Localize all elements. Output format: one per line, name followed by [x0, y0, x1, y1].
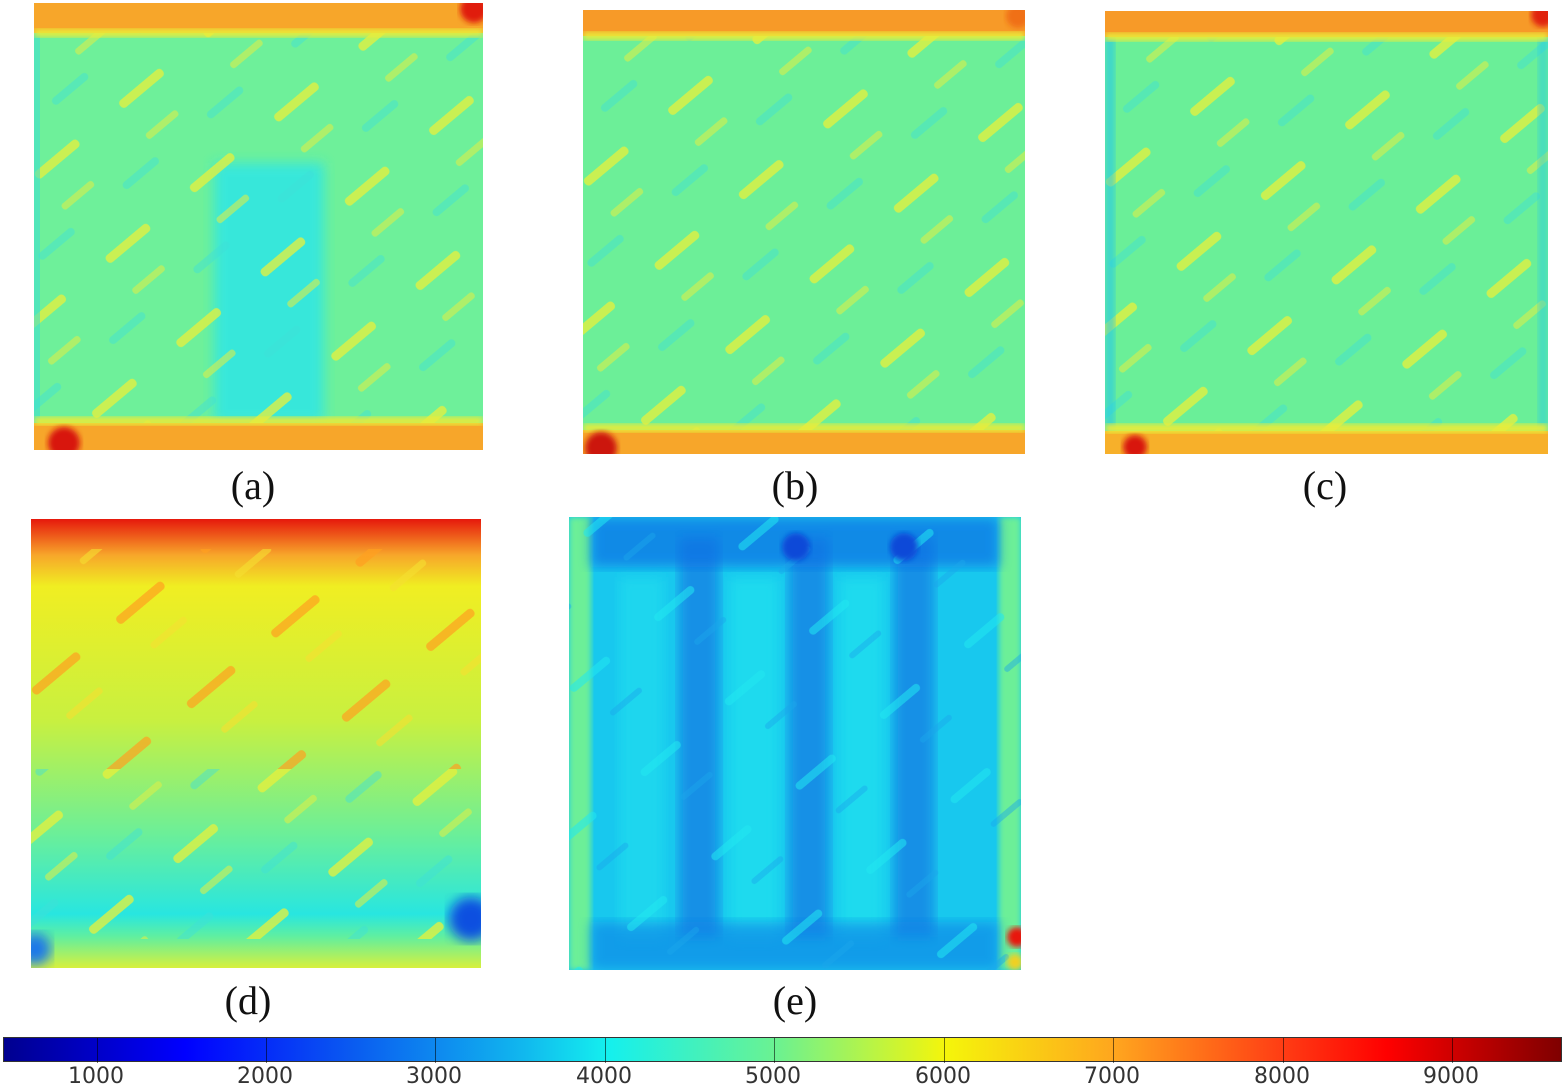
colorbar-tick: [1452, 1038, 1453, 1063]
colorbar-tick-label: 7000: [1084, 1064, 1140, 1089]
panel-label-c: (c): [1302, 463, 1348, 508]
heatmap-panel-e: [569, 517, 1021, 970]
panel-label-d: (d): [224, 978, 272, 1023]
heatmap-panel-b: [583, 10, 1025, 454]
colorbar-tick-label: 3000: [406, 1064, 462, 1089]
colorbar-tick-label: 5000: [745, 1064, 801, 1089]
colorbar-tick: [774, 1038, 775, 1063]
panel-label-a: (a): [230, 463, 276, 508]
colorbar-tick-label: 4000: [576, 1064, 632, 1089]
colorbar-tick-label: 6000: [915, 1064, 971, 1089]
colorbar: [3, 1037, 1562, 1063]
colorbar-tick-label: 9000: [1423, 1064, 1479, 1089]
panel-label-e: (e): [772, 978, 818, 1023]
colorbar-tick: [1283, 1038, 1284, 1063]
heatmap-panel-a: [34, 3, 483, 450]
colorbar-tick: [944, 1038, 945, 1063]
heatmap-panel-d: [31, 519, 481, 968]
colorbar-tick-label: 2000: [237, 1064, 293, 1089]
colorbar-tick: [435, 1038, 436, 1063]
panel-label-b: (b): [771, 463, 819, 508]
heatmap-panel-c: [1105, 11, 1548, 454]
colorbar-tick: [266, 1038, 267, 1063]
colorbar-tick-label: 8000: [1254, 1064, 1310, 1089]
colorbar-tick: [605, 1038, 606, 1063]
colorbar-tick-label: 1000: [68, 1064, 124, 1089]
colorbar-tick: [1113, 1038, 1114, 1063]
colorbar-tick: [97, 1038, 98, 1063]
